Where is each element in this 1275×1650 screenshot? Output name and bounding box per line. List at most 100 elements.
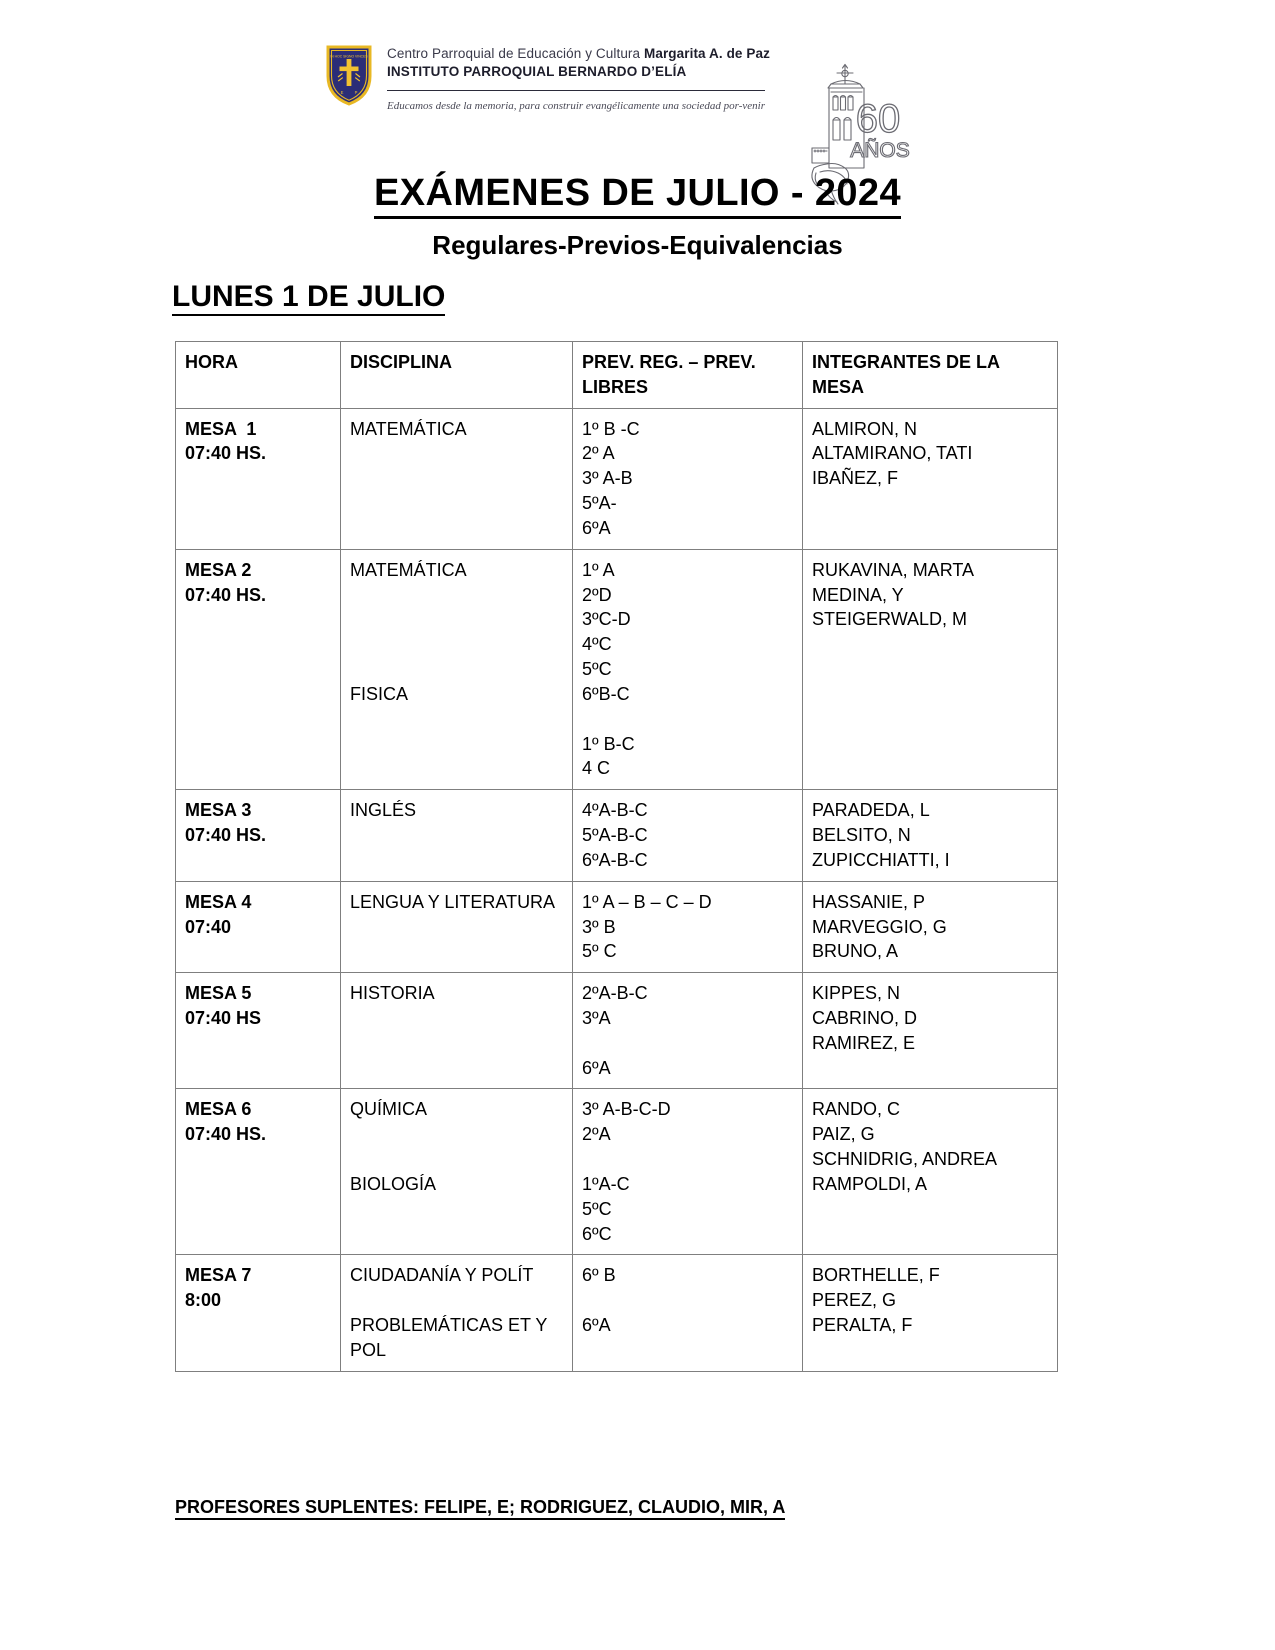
spacer	[350, 657, 564, 682]
cell-disciplina: HISTORIA	[340, 972, 573, 1090]
letterhead-divider	[387, 90, 765, 91]
spacer	[350, 1147, 564, 1172]
curso-item: 5ºA-B-C	[582, 825, 648, 846]
column-header-integrantes: INTEGRANTES DE LA MESA	[802, 341, 1058, 409]
curso-item: 5ºC	[582, 659, 612, 680]
disciplina-name: INGLÉS	[350, 800, 417, 821]
spacer	[350, 1122, 564, 1147]
integrante-name: HASSANIE, P	[812, 891, 926, 912]
table-body: HORA DISCIPLINA PREV. REG. – PREV. LIBRE…	[175, 341, 1058, 1372]
curso-item: 5ºA-	[582, 493, 617, 514]
cell-hora: MESA 5 07:40 HS	[175, 972, 341, 1090]
curso-item: 2ºA-B-C	[582, 983, 648, 1004]
mesa-time: 8:00	[185, 1290, 222, 1311]
integrante-name: BELSITO, N	[812, 825, 911, 846]
column-header-prev: PREV. REG. – PREV. LIBRES	[572, 341, 803, 409]
curso-item: 1º B -C	[582, 418, 640, 439]
disciplina-name: MATEMÁTICA	[350, 559, 467, 580]
exam-schedule-table: HORA DISCIPLINA PREV. REG. – PREV. LIBRE…	[175, 341, 1058, 1372]
curso-item: 6ºA	[582, 1057, 611, 1078]
curso-item: 1º B-C	[582, 733, 635, 754]
cell-integrantes: BORTHELLE, F PEREZ, G PERALTA, F	[802, 1254, 1058, 1372]
cell-disciplina: MATEMÁTICA FISICA	[340, 548, 573, 791]
page-title: EXÁMENES DE JULIO - 2024	[0, 172, 1275, 219]
integrante-name: ALTAMIRANO, TATI	[812, 443, 973, 464]
curso-item: 5ºC	[582, 1198, 612, 1219]
mesa-label: MESA 1	[185, 418, 257, 439]
curso-item: 1º A	[582, 559, 615, 580]
integrante-name: PEREZ, G	[812, 1290, 897, 1311]
integrante-name: BRUNO, A	[812, 941, 899, 962]
integrante-name: PAIZ, G	[812, 1124, 875, 1145]
integrante-name: RUKAVINA, MARTA	[812, 559, 975, 580]
table-row: MESA 1 07:40 HS. MATEMÁTICA 1º B -C 2º A 3º A…	[175, 407, 1058, 550]
table-row: MESA 5 07:40 HS HISTORIA 2ºA-B-C 3ºA 6ºA KIPPE…	[175, 972, 1058, 1090]
integrante-name: RAMPOLDI, A	[812, 1173, 928, 1194]
cell-disciplina: LENGUA Y LITERATURA	[340, 880, 573, 974]
integrante-name: CABRINO, D	[812, 1008, 918, 1029]
cell-cursos: 3º A-B-C-D 2ºA 1ºA-C 5ºC 6ºC	[572, 1088, 803, 1256]
disciplina-name: CIUDADANÍA Y POLÍT	[350, 1265, 534, 1286]
spacer	[582, 707, 794, 732]
mesa-time: 07:40 HS.	[185, 825, 267, 846]
svg-text:IN HOC SIGNO VINCES: IN HOC SIGNO VINCES	[330, 55, 368, 59]
integrante-name: STEIGERWALD, M	[812, 609, 968, 630]
cell-cursos: 6º B 6ºA	[572, 1254, 803, 1372]
curso-item: 6ºA	[582, 517, 611, 538]
integrante-name: PERALTA, F	[812, 1315, 913, 1336]
spacer	[350, 583, 564, 608]
table-row: MESA 7 8:00 CIUDADANÍA Y POLÍT PROBLEMÁTICA…	[175, 1254, 1058, 1372]
integrante-name: IBAÑEZ, F	[812, 468, 899, 489]
table-row: MESA 3 07:40 HS. INGLÉS 4ºA-B-C 5ºA-B-C 6ºA-B…	[175, 789, 1058, 882]
mesa-label: MESA 6	[185, 1099, 252, 1120]
curso-item: 1º A – B – C – D	[582, 891, 712, 912]
cell-disciplina: INGLÉS	[340, 789, 573, 882]
integrante-name: RANDO, C	[812, 1099, 901, 1120]
cell-integrantes: KIPPES, N CABRINO, D RAMIREZ, E	[802, 972, 1058, 1090]
table-row: MESA 4 07:40 LENGUA Y LITERATURA 1º A – B –…	[175, 880, 1058, 974]
curso-item: 6ºC	[582, 1223, 612, 1244]
table-row: MESA 6 07:40 HS. QUÍMICA BIOLOGÍA 3º A-B-C-D…	[175, 1088, 1058, 1256]
integrante-name: RAMIREZ, E	[812, 1032, 916, 1053]
curso-item: 4 C	[582, 758, 611, 779]
cell-cursos: 1º A 2ºD 3ºC-D 4ºC 5ºC 6ºB-C 1º B-C 4 C	[572, 548, 803, 791]
mesa-label: MESA 4	[185, 891, 252, 912]
curso-item: 6ºA-B-C	[582, 849, 648, 870]
spacer	[582, 1031, 794, 1056]
curso-item: 3º A-B-C-D	[582, 1099, 671, 1120]
disciplina-name: LENGUA Y LITERATURA	[350, 891, 556, 912]
disciplina-name: BIOLOGÍA	[350, 1173, 437, 1194]
cell-integrantes: RUKAVINA, MARTA MEDINA, Y STEIGERWALD, M	[802, 548, 1058, 791]
cell-disciplina: QUÍMICA BIOLOGÍA	[340, 1088, 573, 1256]
integrante-name: ALMIRON, N	[812, 418, 918, 439]
cell-cursos: 1º A – B – C – D 3º B 5º C	[572, 880, 803, 974]
mesa-label: MESA 7	[185, 1265, 252, 1286]
curso-item: 2º A	[582, 443, 615, 464]
curso-item: 6º B	[582, 1265, 616, 1286]
cell-hora: MESA 6 07:40 HS.	[175, 1088, 341, 1256]
cell-disciplina: CIUDADANÍA Y POLÍT PROBLEMÁTICAS ET Y POL	[340, 1254, 573, 1372]
mesa-time: 07:40 HS.	[185, 1124, 267, 1145]
day-heading: LUNES 1 DE JULIO	[172, 280, 446, 316]
integrante-name: PARADEDA, L	[812, 800, 930, 821]
integrante-name: BORTHELLE, F	[812, 1265, 940, 1286]
integrante-name: MARVEGGIO, G	[812, 916, 947, 937]
integrante-name: SCHNIDRIG, ANDREA	[812, 1149, 998, 1170]
org-name: Margarita A. de Paz	[644, 46, 770, 61]
curso-item: 5º C	[582, 941, 617, 962]
curso-item: 4ºC	[582, 634, 612, 655]
shield-cross-icon: IN HOC SIGNO VINCES E P	[325, 44, 373, 106]
substitute-teachers-note: PROFESORES SUPLENTES: FELIPE, E; RODRIGU…	[175, 1497, 786, 1520]
integrante-name: ZUPICCHIATTI, I	[812, 849, 950, 870]
curso-item: 1ºA-C	[582, 1173, 630, 1194]
60-anos-church-tower-icon: 60 AÑOS	[800, 60, 912, 210]
cell-hora: MESA 2 07:40 HS.	[175, 548, 341, 791]
curso-item: 3ºA	[582, 1008, 611, 1029]
spacer	[582, 1147, 794, 1172]
curso-item: 3º A-B	[582, 468, 633, 489]
anniversary-word: AÑOS	[850, 138, 910, 162]
table-header-row: HORA DISCIPLINA PREV. REG. – PREV. LIBRE…	[175, 341, 1058, 409]
org-line: Centro Parroquial de Educación y Cultura…	[387, 46, 770, 61]
mesa-time: 07:40 HS	[185, 1008, 262, 1029]
cell-cursos: 2ºA-B-C 3ºA 6ºA	[572, 972, 803, 1090]
